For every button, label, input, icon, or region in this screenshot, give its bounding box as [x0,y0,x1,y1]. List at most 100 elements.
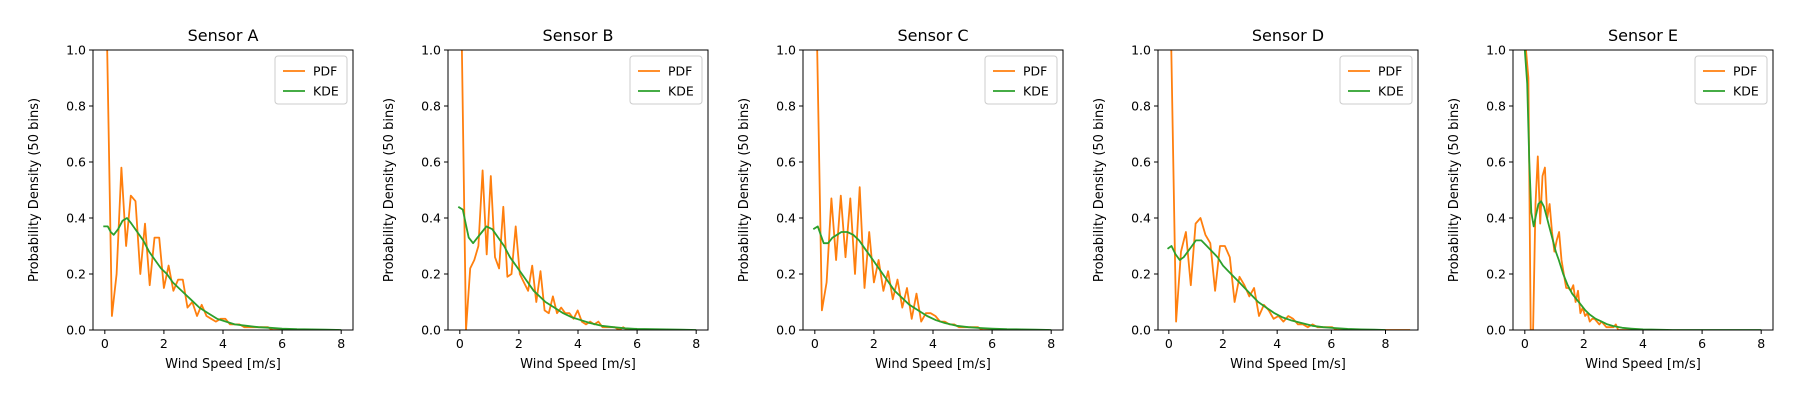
y-tick-label: 0.8 [776,99,796,114]
series-line-pdf [1525,50,1642,330]
x-tick-label: 6 [278,336,286,351]
legend-label-pdf: PDF [313,64,337,79]
legend-label-kde: KDE [313,84,339,99]
y-tick-label: 0.2 [421,267,441,282]
y-tick-label: 0.6 [66,155,86,170]
legend: PDF KDE [984,55,1058,105]
chart-title: Sensor B [543,26,614,45]
y-axis-label: Probability Density (50 bins) [737,98,752,282]
x-axis-label: Wind Speed [m/s] [520,357,636,372]
series-line-kde [457,206,697,330]
legend-label-pdf: PDF [1023,64,1047,79]
legend: PDF KDE [1694,55,1768,105]
y-tick-label: 0.0 [1131,323,1151,338]
legend-box [984,55,1058,105]
x-tick-label: 8 [1757,336,1765,351]
series-line-kde [812,225,1052,330]
x-tick-label: 4 [929,336,937,351]
chart-panel: Sensor B 0 2 4 6 8 0.0 0.2 0.4 0.6 0.8 1.0 Wind Spee… [382,26,709,372]
legend: PDF KDE [274,55,348,105]
series-line-pdf [106,50,339,330]
y-tick-label: 0.8 [421,99,441,114]
y-tick-label: 1.0 [1486,43,1506,58]
legend-label-pdf: PDF [668,64,692,79]
x-tick-label: 2 [160,336,168,351]
y-tick-label: 0.4 [421,211,441,226]
legend-box [629,55,703,105]
series-line-kde [103,217,342,330]
y-axis-label: Probability Density (50 bins) [382,98,397,282]
y-tick-label: 0.6 [1131,155,1151,170]
x-tick-label: 2 [515,336,523,351]
y-tick-label: 1.0 [1131,43,1151,58]
y-tick-label: 0.0 [66,323,86,338]
x-tick-label: 4 [219,336,227,351]
legend-label-kde: KDE [1378,84,1404,99]
x-axis-label: Wind Speed [m/s] [165,357,281,372]
y-tick-label: 0.0 [776,323,796,338]
y-tick-label: 1.0 [421,43,441,58]
chart-title: Sensor C [897,26,968,45]
legend-label-kde: KDE [1733,84,1759,99]
y-tick-label: 0.0 [1486,323,1506,338]
legend: PDF KDE [1339,55,1413,105]
x-tick-label: 4 [574,336,582,351]
x-tick-label: 0 [1165,336,1173,351]
y-tick-label: 0.2 [1131,267,1151,282]
y-tick-label: 0.6 [776,155,796,170]
legend-box [274,55,348,105]
x-axis-label: Wind Speed [m/s] [1585,357,1701,372]
legend-label-kde: KDE [668,84,694,99]
chart-panel: Sensor D 0 2 4 6 8 0.0 0.2 0.4 0.6 0.8 1.0 Wind Spee… [1092,26,1419,372]
x-tick-label: 4 [1273,336,1281,351]
x-tick-label: 6 [633,336,641,351]
y-tick-label: 0.4 [1131,211,1151,226]
series-line-pdf [816,50,1049,330]
series-line-kde [1523,50,1762,330]
x-tick-label: 0 [101,336,109,351]
chart-title: Sensor D [1252,26,1324,45]
x-tick-label: 2 [1580,336,1588,351]
x-axis-label: Wind Speed [m/s] [1230,357,1346,372]
y-axis-label: Probability Density (50 bins) [1092,98,1107,282]
x-tick-label: 2 [870,336,878,351]
legend-label-kde: KDE [1023,84,1049,99]
x-tick-label: 6 [988,336,996,351]
x-tick-label: 8 [692,336,700,351]
legend-box [1694,55,1768,105]
y-tick-label: 0.2 [776,267,796,282]
x-tick-label: 6 [1327,336,1335,351]
x-tick-label: 4 [1639,336,1647,351]
x-tick-label: 6 [1698,336,1706,351]
x-tick-label: 0 [1521,336,1529,351]
chart-panel: Sensor E 0 2 4 6 8 0.0 0.2 0.4 0.6 0.8 1.0 Wind Spee… [1447,26,1774,372]
chart-title: Sensor E [1608,26,1678,45]
legend-label-pdf: PDF [1733,64,1757,79]
y-tick-label: 0.0 [421,323,441,338]
legend-box [1339,55,1413,105]
x-tick-label: 0 [456,336,464,351]
x-tick-label: 8 [1382,336,1390,351]
y-tick-label: 1.0 [776,43,796,58]
y-tick-label: 1.0 [66,43,86,58]
y-tick-label: 0.2 [1486,267,1506,282]
series-line-pdf [461,50,665,330]
x-tick-label: 8 [1047,336,1055,351]
chart-panel: Sensor A 0 2 4 6 8 0.0 0.2 0.4 0.6 0.8 1.0 Wind Spee… [27,26,354,372]
y-tick-label: 0.8 [1486,99,1506,114]
chart-panel: Sensor C 0 2 4 6 8 0.0 0.2 0.4 0.6 0.8 1.0 Wind Spee… [737,26,1064,372]
series-line-kde [1166,239,1386,330]
y-tick-label: 0.6 [1486,155,1506,170]
x-tick-label: 0 [811,336,819,351]
y-axis-label: Probability Density (50 bins) [27,98,42,282]
y-tick-label: 0.4 [776,211,796,226]
y-axis-label: Probability Density (50 bins) [1447,98,1462,282]
x-tick-label: 8 [337,336,345,351]
y-tick-label: 0.6 [421,155,441,170]
y-tick-label: 0.4 [66,211,86,226]
legend-label-pdf: PDF [1378,64,1402,79]
legend: PDF KDE [629,55,703,105]
axes-frame [1157,49,1419,331]
x-axis-label: Wind Speed [m/s] [875,357,991,372]
